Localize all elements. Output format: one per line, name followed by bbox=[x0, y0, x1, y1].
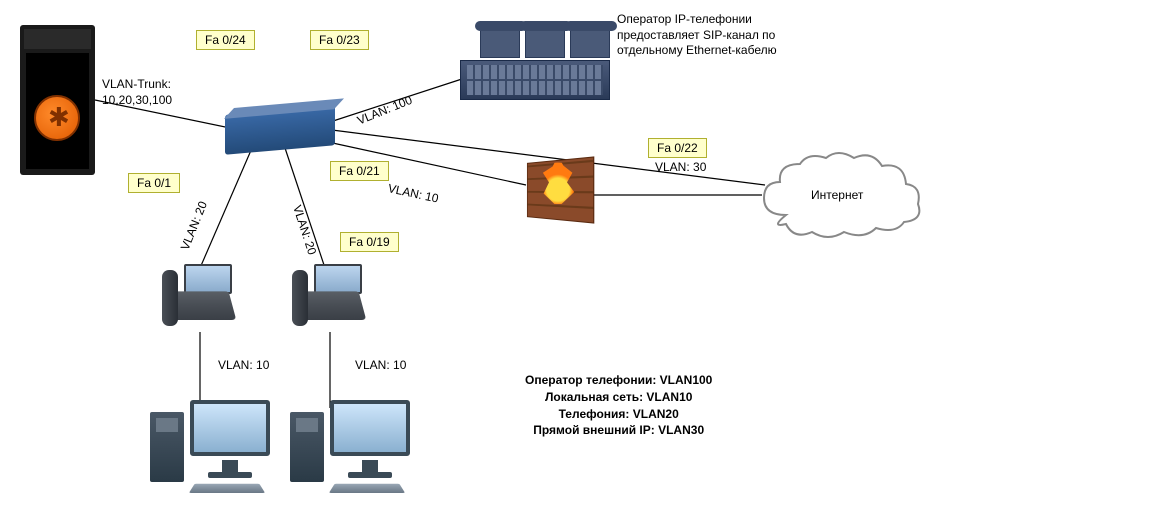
ip-phone-1 bbox=[160, 264, 240, 334]
port-fa019: Fa 0/19 bbox=[340, 232, 399, 252]
asterisk-server bbox=[20, 25, 95, 175]
vlan-legend: Оператор телефонии: VLAN100 Локальная се… bbox=[525, 372, 712, 439]
vlan10-label-2: VLAN: 10 bbox=[355, 358, 406, 374]
port-fa022: Fa 0/22 bbox=[648, 138, 707, 158]
firewall bbox=[522, 160, 592, 220]
port-fa023: Fa 0/23 bbox=[310, 30, 369, 50]
workstation-1 bbox=[150, 400, 280, 500]
internet-label: Интернет bbox=[811, 188, 863, 204]
internet-cloud: Интернет bbox=[756, 150, 926, 240]
ip-phone-2 bbox=[290, 264, 370, 334]
port-fa01: Fa 0/1 bbox=[128, 173, 180, 193]
ethernet-switch bbox=[225, 105, 335, 155]
vlan20-label-2: VLAN: 20 bbox=[289, 203, 320, 257]
vlan30-label: VLAN: 30 bbox=[655, 160, 706, 176]
workstation-2 bbox=[290, 400, 420, 500]
trunk-label: VLAN-Trunk: 10,20,30,100 bbox=[102, 77, 172, 108]
vlan100-label: VLAN: 100 bbox=[355, 93, 415, 129]
port-fa021: Fa 0/21 bbox=[330, 161, 389, 181]
vlan10-label-1: VLAN: 10 bbox=[218, 358, 269, 374]
sip-provider-note: Оператор IP-телефонии предоставляет SIP-… bbox=[617, 12, 777, 59]
sip-provider-equipment bbox=[460, 20, 610, 100]
vlan10-link-label: VLAN: 10 bbox=[386, 181, 439, 207]
network-diagram: Интернет Fa 0/24 Fa 0/23 Fa 0/22 Fa 0/21… bbox=[0, 0, 1174, 508]
vlan20-label-1: VLAN: 20 bbox=[178, 199, 212, 252]
port-fa024: Fa 0/24 bbox=[196, 30, 255, 50]
